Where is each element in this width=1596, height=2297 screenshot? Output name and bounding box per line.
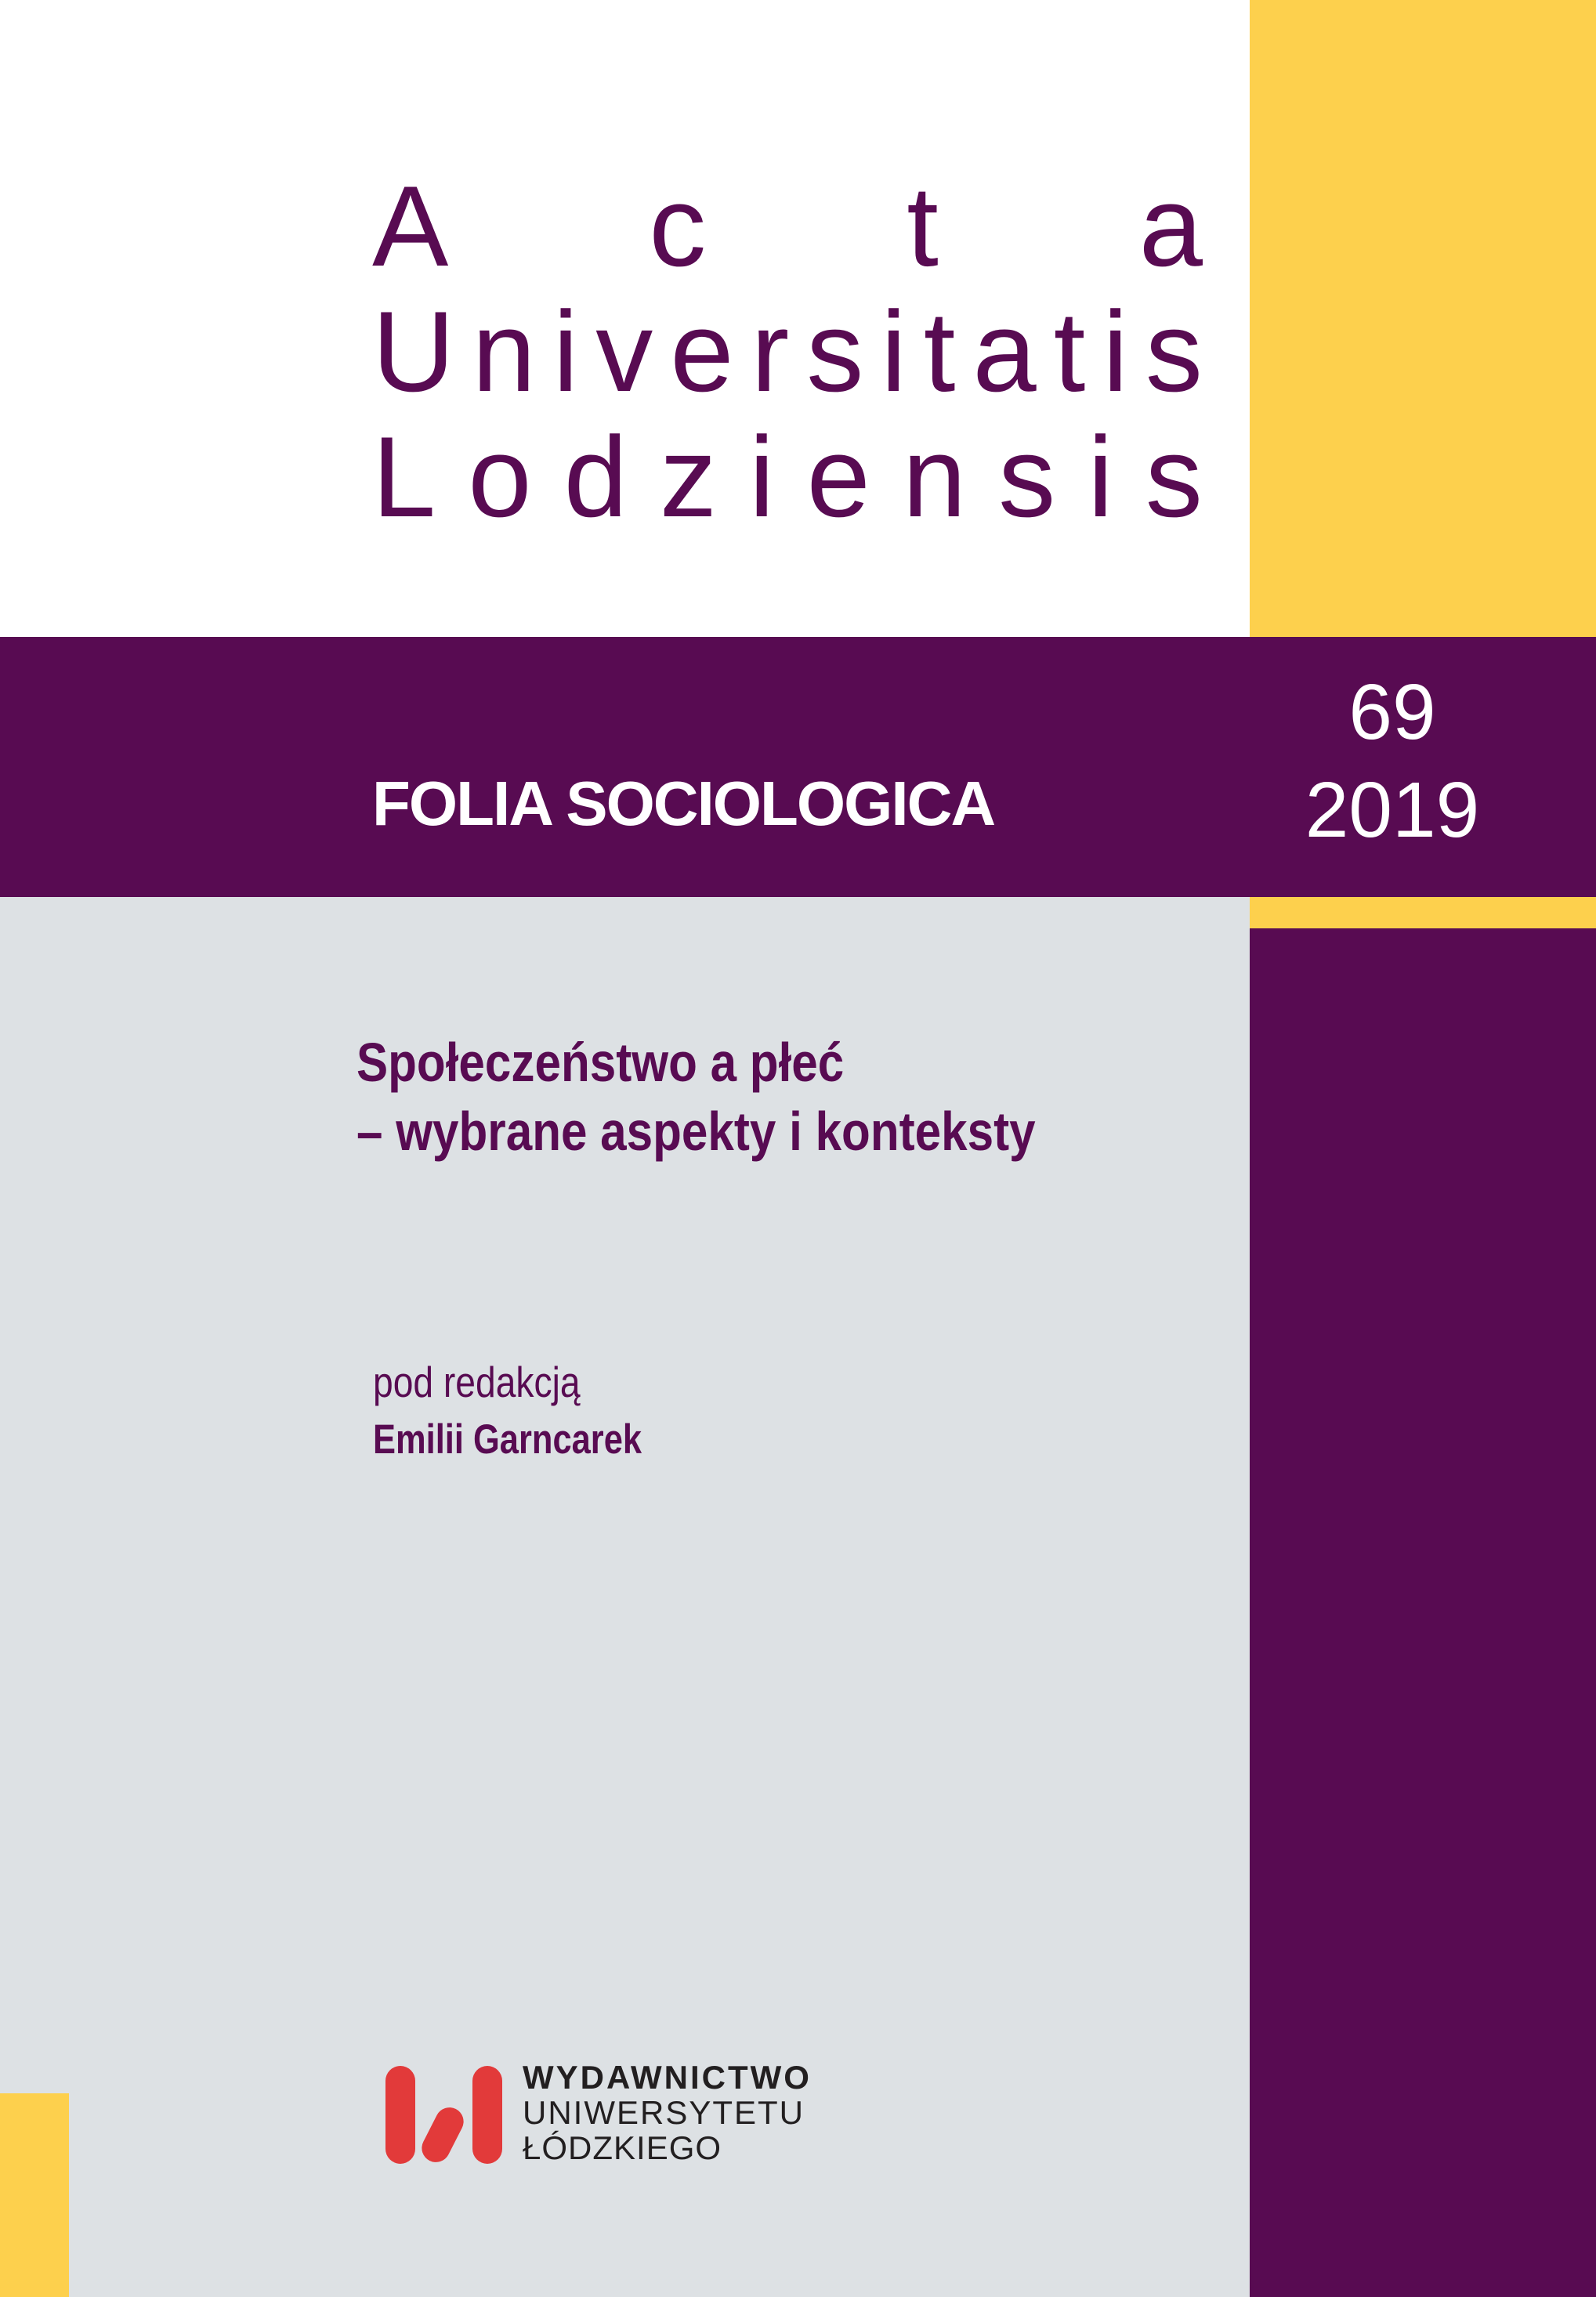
bottom-left-yellow-square: [0, 2093, 69, 2297]
right-purple-column: [1250, 928, 1596, 2297]
issue-block: 69 2019: [1250, 664, 1535, 859]
series-band: [0, 637, 1596, 897]
volume-title-line-2: – wybrane aspekty i konteksty: [356, 1101, 1036, 1162]
publisher-name: WYDAWNICTWO UNIWERSYTETU ŁÓDZKIEGO: [523, 2060, 812, 2165]
journal-name: FOLIA SOCIOLOGICA: [372, 769, 996, 838]
content-background: [0, 897, 1250, 2297]
publisher-line-3: ŁÓDZKIEGO: [523, 2129, 722, 2166]
edited-by-label: pod redakcją: [373, 1358, 581, 1406]
volume-title: Społeczeństwo a płeć – wybrane aspekty i…: [356, 1028, 1036, 1166]
issue-number: 69: [1348, 668, 1436, 756]
issue-year: 2019: [1305, 766, 1480, 854]
volume-title-line-1: Społeczeństwo a płeć: [356, 1032, 845, 1093]
publisher-line-1: WYDAWNICTWO: [523, 2059, 812, 2096]
university-press-logo-icon: [385, 2066, 503, 2164]
publisher-line-2: UNIWERSYTETU: [523, 2094, 805, 2131]
editor-name: Emilii Garncarek: [373, 1416, 642, 1463]
